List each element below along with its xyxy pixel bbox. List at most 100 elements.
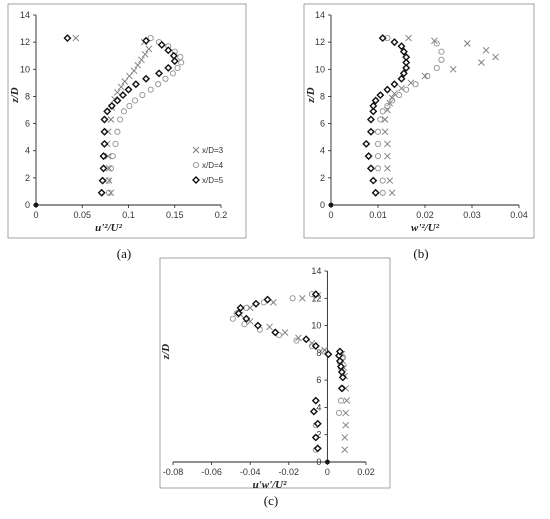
data-point-x xyxy=(384,165,391,172)
data-point-circle xyxy=(374,153,382,160)
data-point-diamond xyxy=(253,321,262,330)
data-point-x xyxy=(126,72,133,80)
data-point-x xyxy=(342,409,350,417)
data-point-x xyxy=(405,34,412,42)
chart-panel-c: -0.08 -0.06 -0.04 -0.02 0 0.02 0 2 4 6 8 10 12 14 u'w'… xyxy=(159,257,391,508)
data-point-diamond xyxy=(234,309,243,318)
data-point-circle xyxy=(335,409,343,416)
data-point-diamond xyxy=(107,101,116,110)
data-point-x xyxy=(341,446,349,454)
data-point-diamond xyxy=(313,419,322,428)
data-point-diamond xyxy=(271,328,280,337)
y-tick-label: 6 xyxy=(25,119,30,129)
data-point-x xyxy=(114,89,121,96)
data-point-diamond xyxy=(103,107,112,116)
data-point-circle xyxy=(379,108,386,115)
y-tick-label: 0 xyxy=(320,200,325,210)
data-point-diamond xyxy=(366,127,375,136)
y-tick-label: 12 xyxy=(20,37,30,47)
data-point-diamond xyxy=(100,139,109,148)
data-point-diamond xyxy=(397,42,406,51)
data-point-diamond xyxy=(242,314,251,323)
data-point-x xyxy=(386,177,394,184)
y-tick-label: 4 xyxy=(316,402,321,412)
data-point-diamond xyxy=(402,58,411,67)
y-tick-label: 10 xyxy=(315,64,325,74)
data-point-x xyxy=(145,45,153,53)
x-tick-label: -0.04 xyxy=(240,467,261,477)
data-point-diamond xyxy=(369,176,378,185)
x-tick-label: -0.08 xyxy=(163,467,184,477)
data-point-diamond xyxy=(142,36,151,45)
x-tick-label: 0 xyxy=(325,467,330,477)
data-point-diamond xyxy=(311,290,320,299)
data-point-circle xyxy=(403,86,410,93)
data-point-circle xyxy=(117,116,124,123)
data-point-x xyxy=(130,67,138,74)
data-point-diamond xyxy=(236,303,245,312)
data-point-diamond xyxy=(99,164,108,173)
data-point-diamond xyxy=(371,96,380,105)
data-point-diamond xyxy=(369,107,378,116)
data-point-x xyxy=(386,99,394,107)
data-point-diamond xyxy=(366,115,375,124)
legend-marker-diamond xyxy=(192,176,200,184)
x-tick-label: 0.05 xyxy=(73,210,91,220)
y-tick-label: 10 xyxy=(311,321,321,331)
data-point-diamond xyxy=(311,433,320,442)
x-tick-label: 0.04 xyxy=(510,210,528,220)
data-point-circle xyxy=(126,102,133,109)
data-point-circle xyxy=(384,102,391,109)
data-point-circle xyxy=(377,116,384,123)
data-point-diamond xyxy=(63,34,72,43)
panel-frame xyxy=(7,3,247,239)
y-tick-label: 6 xyxy=(316,375,321,385)
data-point-diamond xyxy=(397,74,406,83)
data-point-diamond xyxy=(376,91,385,100)
data-point-diamond xyxy=(378,34,387,43)
x-axis-label: u'²/U² xyxy=(95,222,122,234)
data-point-circle xyxy=(438,56,445,63)
data-point-x xyxy=(482,46,490,54)
data-point-diamond xyxy=(118,91,127,100)
data-point-diamond xyxy=(369,101,378,110)
data-point-diamond xyxy=(252,299,260,308)
x-axis-label: w'²/U² xyxy=(411,222,440,234)
data-point-circle xyxy=(109,153,116,160)
data-point-diamond xyxy=(402,53,411,62)
data-point-diamond xyxy=(338,373,347,382)
data-point-circle xyxy=(293,337,300,344)
data-point-x xyxy=(341,434,349,441)
data-point-circle xyxy=(114,128,121,135)
data-point-diamond xyxy=(100,115,109,124)
legend-label: x/D=4 xyxy=(202,161,224,170)
data-point-circle xyxy=(147,86,154,93)
data-point-circle xyxy=(433,64,440,71)
data-point-diamond xyxy=(390,38,399,47)
legend: x/D=3 x/D=4 x/D=5 xyxy=(192,146,224,185)
data-point-diamond xyxy=(302,335,311,344)
panel-caption: (a) xyxy=(117,246,131,261)
data-point-diamond xyxy=(390,80,399,89)
data-point-circle xyxy=(229,315,236,322)
data-point-diamond xyxy=(142,74,151,83)
data-point-x xyxy=(381,128,389,136)
data-point-diamond xyxy=(164,46,173,55)
series-x xyxy=(237,292,351,454)
data-point-diamond xyxy=(157,40,166,49)
y-tick-label: 2 xyxy=(316,430,321,440)
x-tick-label: -0.06 xyxy=(201,467,222,477)
data-point-diamond xyxy=(164,63,173,72)
panel-frame xyxy=(303,3,535,239)
data-point-diamond xyxy=(169,51,178,60)
data-point-x xyxy=(295,334,302,342)
data-point-diamond xyxy=(364,152,373,161)
data-point-circle xyxy=(396,92,403,99)
data-point-circle xyxy=(174,64,181,71)
data-point-circle xyxy=(112,140,119,147)
data-point-x xyxy=(72,34,80,42)
data-point-circle xyxy=(374,165,382,172)
x-tick-label: 0.02 xyxy=(357,467,375,477)
y-tick-label: 0 xyxy=(316,457,321,467)
data-point-circle xyxy=(169,70,176,77)
